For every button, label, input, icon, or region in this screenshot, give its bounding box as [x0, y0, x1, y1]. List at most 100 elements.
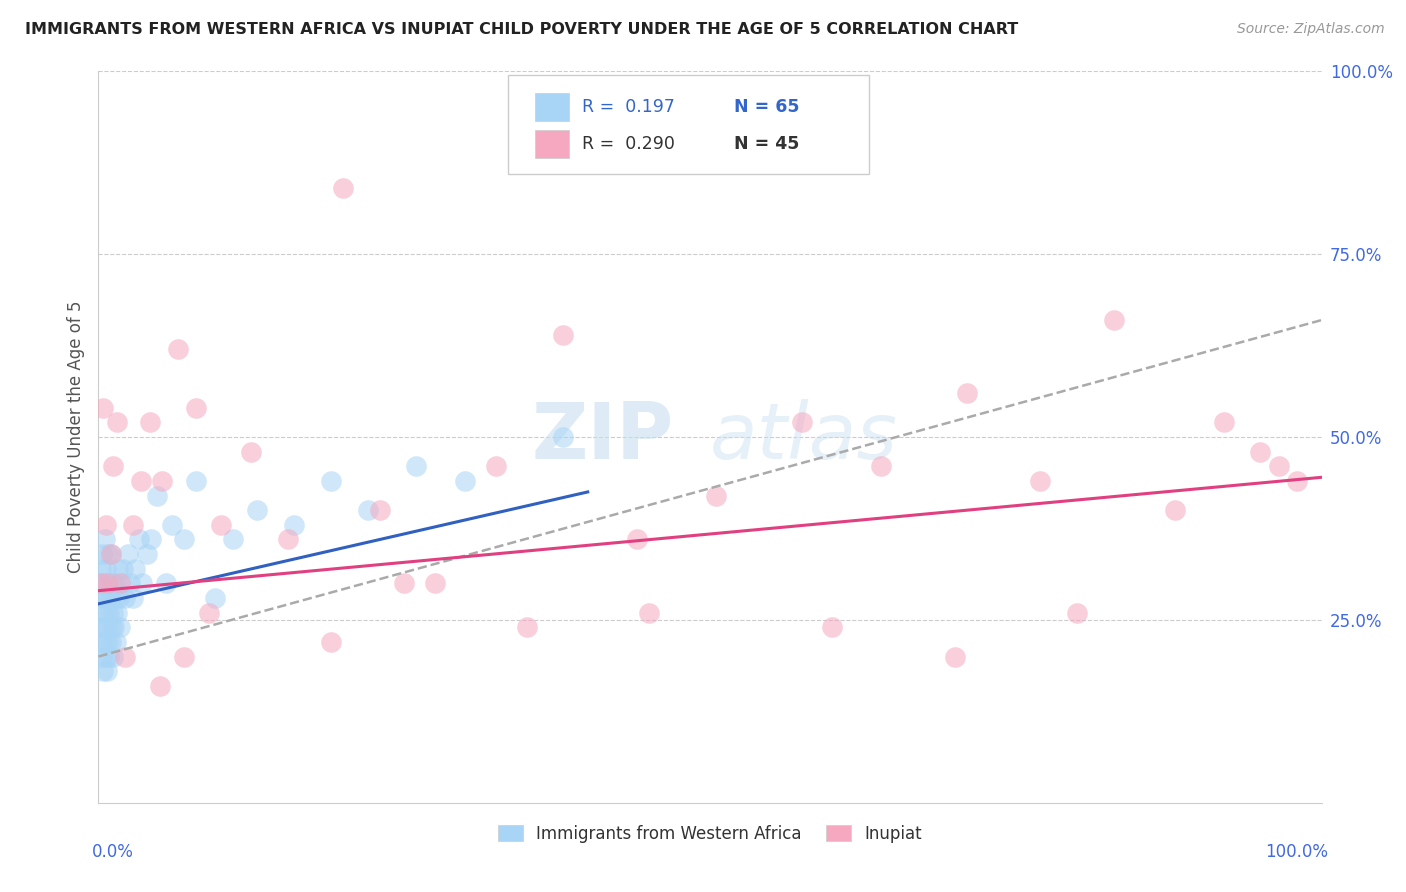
Point: [139, 416, 162, 430]
Point: [111, 576, 134, 591]
Text: R =  0.197: R = 0.197: [582, 98, 675, 116]
Point: [93, 635, 115, 649]
FancyBboxPatch shape: [508, 75, 869, 174]
Point: [139, 533, 162, 547]
Point: [131, 576, 153, 591]
Point: [94, 649, 117, 664]
Point: [121, 517, 143, 532]
Point: [368, 503, 391, 517]
Point: [553, 327, 575, 342]
Point: [90, 576, 112, 591]
Point: [98, 606, 121, 620]
Point: [110, 576, 132, 591]
Point: [1066, 606, 1088, 620]
Point: [204, 591, 226, 605]
Point: [90, 635, 112, 649]
Point: [114, 649, 136, 664]
Point: [107, 562, 129, 576]
Point: [91, 664, 114, 678]
Point: [91, 401, 114, 415]
Point: [90, 562, 112, 576]
Point: [91, 649, 114, 664]
Point: [283, 517, 305, 532]
Point: [91, 606, 114, 620]
Y-axis label: Child Poverty Under the Age of 5: Child Poverty Under the Age of 5: [66, 301, 84, 574]
Point: [98, 649, 121, 664]
Point: [91, 547, 114, 561]
Point: [1268, 459, 1291, 474]
Point: [1286, 474, 1309, 488]
Point: [319, 474, 342, 488]
Point: [101, 649, 124, 664]
Point: [105, 416, 128, 430]
Point: [1212, 416, 1234, 430]
Point: [94, 562, 117, 576]
Text: N = 65: N = 65: [734, 98, 800, 116]
Point: [146, 489, 169, 503]
Point: [104, 591, 127, 605]
Point: [97, 591, 120, 605]
Point: [89, 620, 111, 634]
Point: [103, 576, 125, 591]
Point: [111, 562, 134, 576]
Point: [485, 459, 508, 474]
Point: [94, 517, 117, 532]
Point: [1102, 313, 1125, 327]
Point: [160, 517, 183, 532]
Point: [186, 401, 208, 415]
Text: N = 45: N = 45: [734, 135, 800, 153]
Point: [454, 474, 477, 488]
Point: [332, 181, 354, 195]
Point: [626, 533, 648, 547]
Point: [124, 562, 146, 576]
Point: [821, 620, 844, 634]
Point: [319, 635, 342, 649]
Point: [515, 620, 537, 634]
Point: [128, 533, 150, 547]
Point: [392, 576, 416, 591]
Point: [553, 430, 575, 444]
Point: [120, 576, 142, 591]
Point: [94, 606, 117, 620]
Point: [129, 474, 152, 488]
Point: [100, 547, 122, 561]
Point: [90, 591, 112, 605]
Point: [91, 620, 114, 634]
Point: [956, 386, 979, 401]
Point: [97, 635, 120, 649]
Point: [96, 620, 118, 634]
Text: atlas: atlas: [710, 399, 898, 475]
Point: [790, 416, 813, 430]
Point: [96, 664, 118, 678]
Point: [173, 649, 195, 664]
Text: R =  0.290: R = 0.290: [582, 135, 675, 153]
Point: [637, 606, 661, 620]
Point: [1029, 474, 1052, 488]
Point: [89, 576, 111, 591]
Point: [101, 620, 124, 634]
Point: [101, 576, 124, 591]
Point: [209, 517, 232, 532]
Legend: Immigrants from Western Africa, Inupiat: Immigrants from Western Africa, Inupiat: [491, 818, 929, 849]
Point: [943, 649, 966, 664]
Point: [100, 547, 122, 561]
Point: [114, 591, 136, 605]
Point: [222, 533, 245, 547]
Point: [197, 606, 219, 620]
Point: [405, 459, 427, 474]
Point: [246, 503, 269, 517]
Point: [1249, 444, 1271, 458]
Point: [277, 533, 299, 547]
Point: [103, 620, 125, 634]
Point: [1164, 503, 1187, 517]
Point: [121, 591, 143, 605]
Point: [96, 576, 118, 591]
Point: [155, 576, 177, 591]
Point: [100, 635, 122, 649]
Point: [186, 474, 208, 488]
Text: ZIP: ZIP: [531, 399, 673, 475]
Point: [91, 576, 114, 591]
Point: [356, 503, 378, 517]
Point: [117, 547, 139, 561]
Point: [104, 635, 127, 649]
